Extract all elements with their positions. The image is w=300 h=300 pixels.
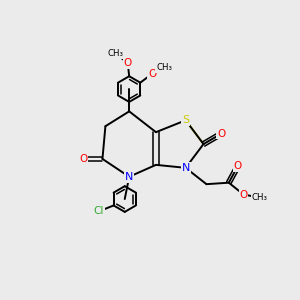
- Text: O: O: [234, 161, 242, 171]
- Text: CH₃: CH₃: [108, 50, 124, 58]
- Text: Cl: Cl: [94, 206, 104, 216]
- Text: O: O: [239, 190, 248, 200]
- Text: O: O: [217, 129, 226, 139]
- Text: N: N: [182, 163, 190, 173]
- Text: O: O: [148, 69, 156, 79]
- Text: O: O: [124, 58, 132, 68]
- Text: O: O: [79, 154, 87, 164]
- Text: CH₃: CH₃: [252, 193, 268, 202]
- Text: CH₃: CH₃: [156, 63, 172, 72]
- Text: N: N: [125, 172, 134, 182]
- Text: S: S: [182, 115, 189, 125]
